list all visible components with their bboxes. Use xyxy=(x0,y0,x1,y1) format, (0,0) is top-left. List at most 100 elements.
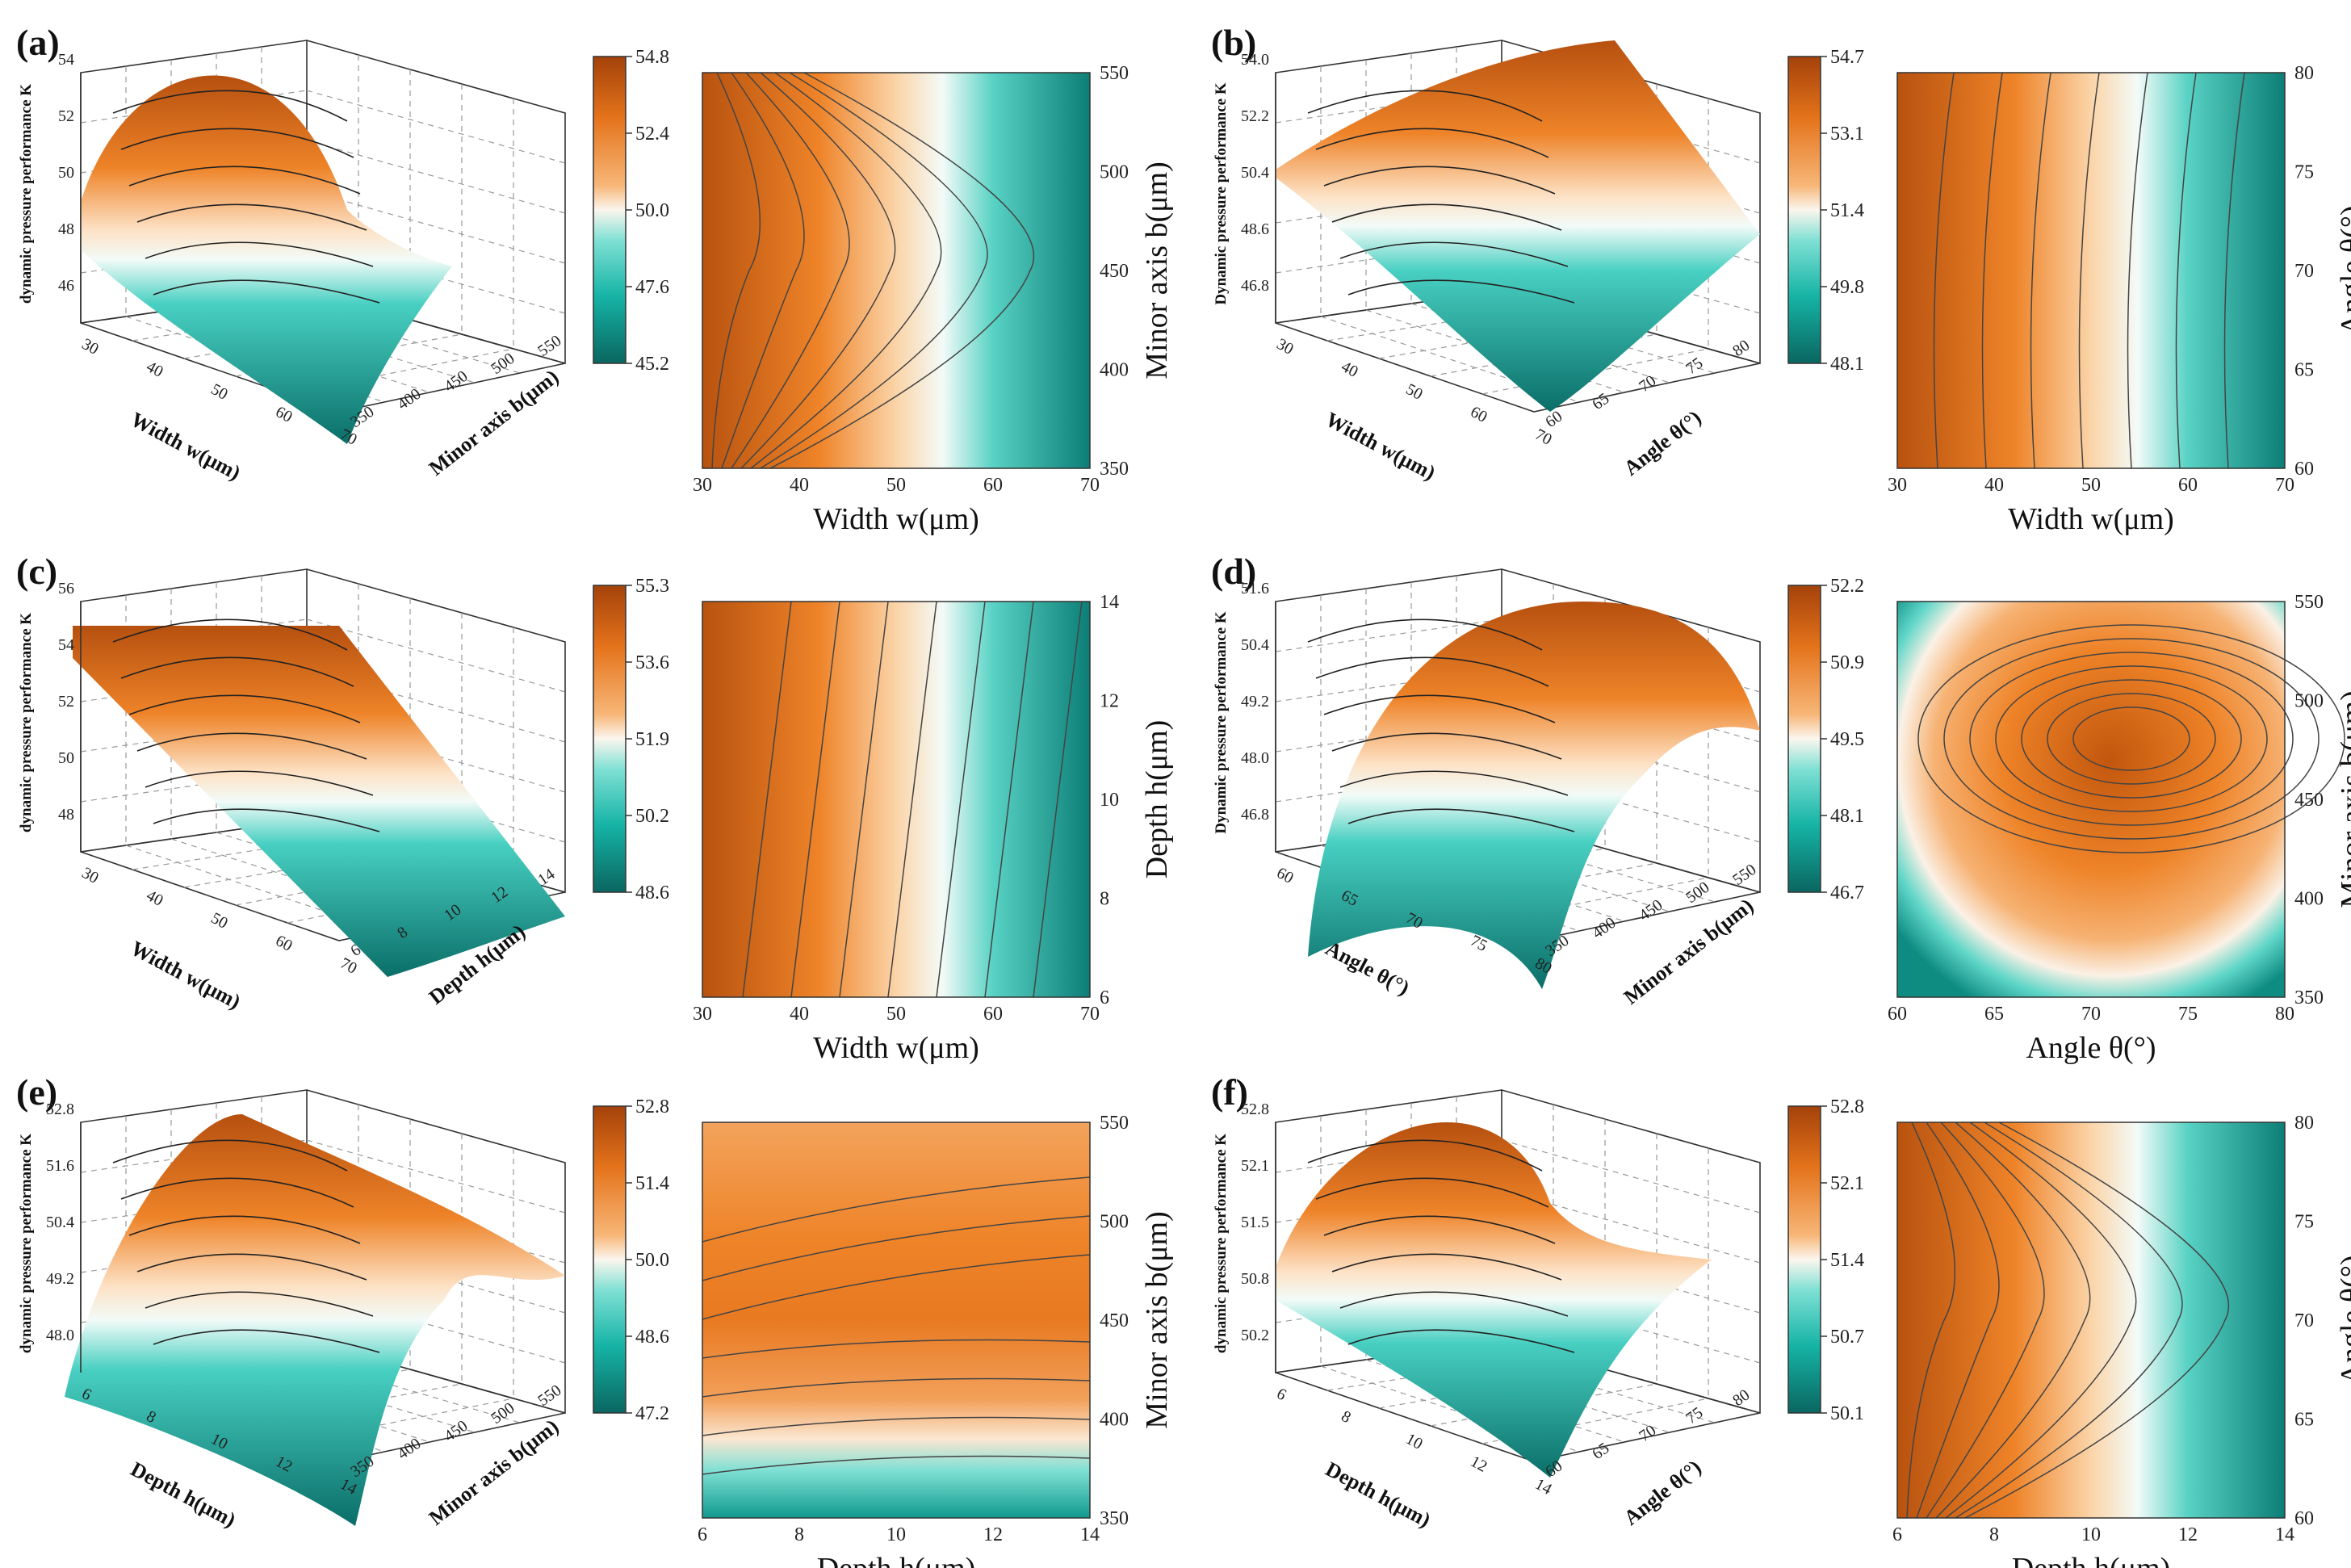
y3d-tick-label: 75 xyxy=(1683,354,1706,378)
surface-plot: 46.8 48.6 50.4 52.2 54.0 Dynamic pressure per… xyxy=(1213,40,1761,484)
contour-line xyxy=(1943,638,2320,840)
surface-contour-line xyxy=(120,128,354,158)
panel-2: (c) 48 50 52 54 56 dynamic pressure performanc… xyxy=(16,551,1174,1065)
contour-y-tick-label: 550 xyxy=(1100,1113,1129,1134)
grid-line xyxy=(235,333,463,377)
contour-line xyxy=(731,72,850,469)
x3d-tick-label: 12 xyxy=(1468,1453,1490,1476)
surface-contour-line xyxy=(153,1329,380,1353)
panel-label: (a) xyxy=(16,22,60,63)
contour-y-axis-label: Angle θ(°) xyxy=(2335,1255,2351,1385)
colorbar-tick-label: 52.2 xyxy=(1830,576,1864,597)
contour-x-axis-label: Width w(μm) xyxy=(2008,502,2174,536)
y3d-tick-label: 500 xyxy=(488,1399,518,1428)
contour-x-axis-label: Depth h(μm) xyxy=(817,1552,976,1568)
contour-x-tick-label: 60 xyxy=(1888,1004,1907,1025)
surface-contour-line xyxy=(145,1291,374,1317)
panel-1: (b) 46.8 48.6 50.4 52.2 54.0 Dynamic pressure … xyxy=(1211,22,2351,536)
z-axis-label: dynamic pressure performance K xyxy=(18,613,35,832)
contour-line xyxy=(2047,693,2216,785)
y3d-tick-label: 65 xyxy=(1589,1440,1612,1463)
contour-y-axis-label: Angle θ(°) xyxy=(2335,205,2351,335)
z-tick-label: 52.2 xyxy=(1241,107,1269,125)
contour-y-tick-label: 350 xyxy=(1100,459,1129,480)
colorbar-tick-label: 54.7 xyxy=(1830,47,1864,68)
surface-contour-line xyxy=(112,1139,348,1172)
contour-line xyxy=(887,601,937,998)
grid-line xyxy=(306,140,566,214)
contour-x-tick-label: 40 xyxy=(1984,475,2004,496)
x3d-tick-label: 50 xyxy=(1403,380,1426,404)
contour-x-tick-label: 12 xyxy=(2178,1524,2198,1545)
panel-label: (b) xyxy=(1211,22,1256,63)
colorbar-tick-label: 52.8 xyxy=(1830,1096,1864,1117)
z-tick-label: 52 xyxy=(58,693,74,711)
contour-x-tick-label: 50 xyxy=(886,475,906,496)
surface-contour-line xyxy=(128,694,361,723)
surface-contour-line xyxy=(112,618,348,651)
y3d-tick-label: 70 xyxy=(1636,372,1659,396)
contour-x-tick-label: 8 xyxy=(794,1524,804,1545)
contour-y-axis-label: Minor axis b(μm) xyxy=(1140,161,1174,379)
grid-line xyxy=(1275,618,1502,652)
contour-y-tick-label: 350 xyxy=(2294,987,2324,1008)
contour-line xyxy=(1955,1121,2183,1519)
panel-label: (d) xyxy=(1211,551,1256,592)
surface-contour-line xyxy=(128,1215,361,1244)
grid-line xyxy=(1481,877,1709,924)
contour-frame xyxy=(702,601,1091,998)
surface-contour-line xyxy=(1307,1139,1543,1172)
contour-fill xyxy=(702,73,1090,468)
z-axis-label: Dynamic pressure performance K xyxy=(1213,82,1230,304)
contour-frame xyxy=(1896,72,2286,469)
y3d-tick-label: 450 xyxy=(441,367,471,396)
contour-x-tick-label: 70 xyxy=(1080,475,1100,496)
surface-contour-line xyxy=(1307,618,1543,651)
response-surface xyxy=(65,1114,565,1526)
contour-line xyxy=(2072,706,2190,771)
z-tick-label: 52.8 xyxy=(1241,1101,1269,1118)
x3d-tick-label: 10 xyxy=(1403,1430,1426,1453)
contour-y-axis-label: Minor axis b(μm) xyxy=(2335,690,2351,908)
colorbar-tick-label: 49.5 xyxy=(1830,729,1864,750)
colorbar-tick-label: 51.4 xyxy=(635,1173,669,1194)
colorbar-tick-label: 52.4 xyxy=(635,124,669,145)
contour-line xyxy=(984,601,1034,998)
contour-line xyxy=(750,72,942,469)
colorbar-tick-label: 45.2 xyxy=(635,354,669,375)
grid-line xyxy=(287,1398,514,1444)
contour-x-tick-label: 65 xyxy=(1984,1004,2004,1025)
contour-line xyxy=(769,72,1035,469)
contour-frame xyxy=(1896,601,2286,998)
z-axis-label: dynamic pressure performance K xyxy=(18,84,35,304)
y3d-tick-label: 80 xyxy=(1729,337,1753,360)
z-tick-label: 50 xyxy=(58,164,74,182)
contour-line xyxy=(702,1176,1091,1243)
surface-contour-line xyxy=(153,279,380,304)
contour-y-tick-label: 400 xyxy=(1100,1410,1129,1431)
contour-y-tick-label: 500 xyxy=(1100,162,1129,183)
contour-y-tick-label: 12 xyxy=(1100,691,1119,712)
contour-y-tick-label: 80 xyxy=(2294,1113,2314,1134)
z-tick-label: 56 xyxy=(58,580,74,597)
y3d-tick-label: 400 xyxy=(394,1435,424,1463)
contour-x-tick-label: 60 xyxy=(983,1004,1003,1025)
z-tick-label: 48 xyxy=(58,220,74,238)
surface-contour-line xyxy=(145,770,374,796)
contour-line xyxy=(1945,1121,2137,1519)
contour-line xyxy=(742,601,792,998)
contour-x-tick-label: 30 xyxy=(693,475,712,496)
contour-x-tick-label: 75 xyxy=(2178,1004,2198,1025)
y3d-tick-label: 450 xyxy=(1636,896,1666,924)
contour-line xyxy=(702,1339,1091,1359)
contour-line xyxy=(702,1254,1091,1320)
colorbar xyxy=(1787,585,1821,893)
z-tick-label: 54.0 xyxy=(1241,51,1269,69)
grid-line xyxy=(306,1139,566,1214)
response-surface xyxy=(1308,602,1760,989)
surface-plot: 48.0 49.2 50.4 51.6 52.8 dynamic pressure per… xyxy=(18,1089,566,1532)
contour-x-tick-label: 12 xyxy=(983,1524,1003,1545)
surface-plot: 50.2 50.8 51.5 52.1 52.8 dynamic pressure per… xyxy=(1213,1089,1761,1532)
contour-line xyxy=(702,1416,1091,1436)
